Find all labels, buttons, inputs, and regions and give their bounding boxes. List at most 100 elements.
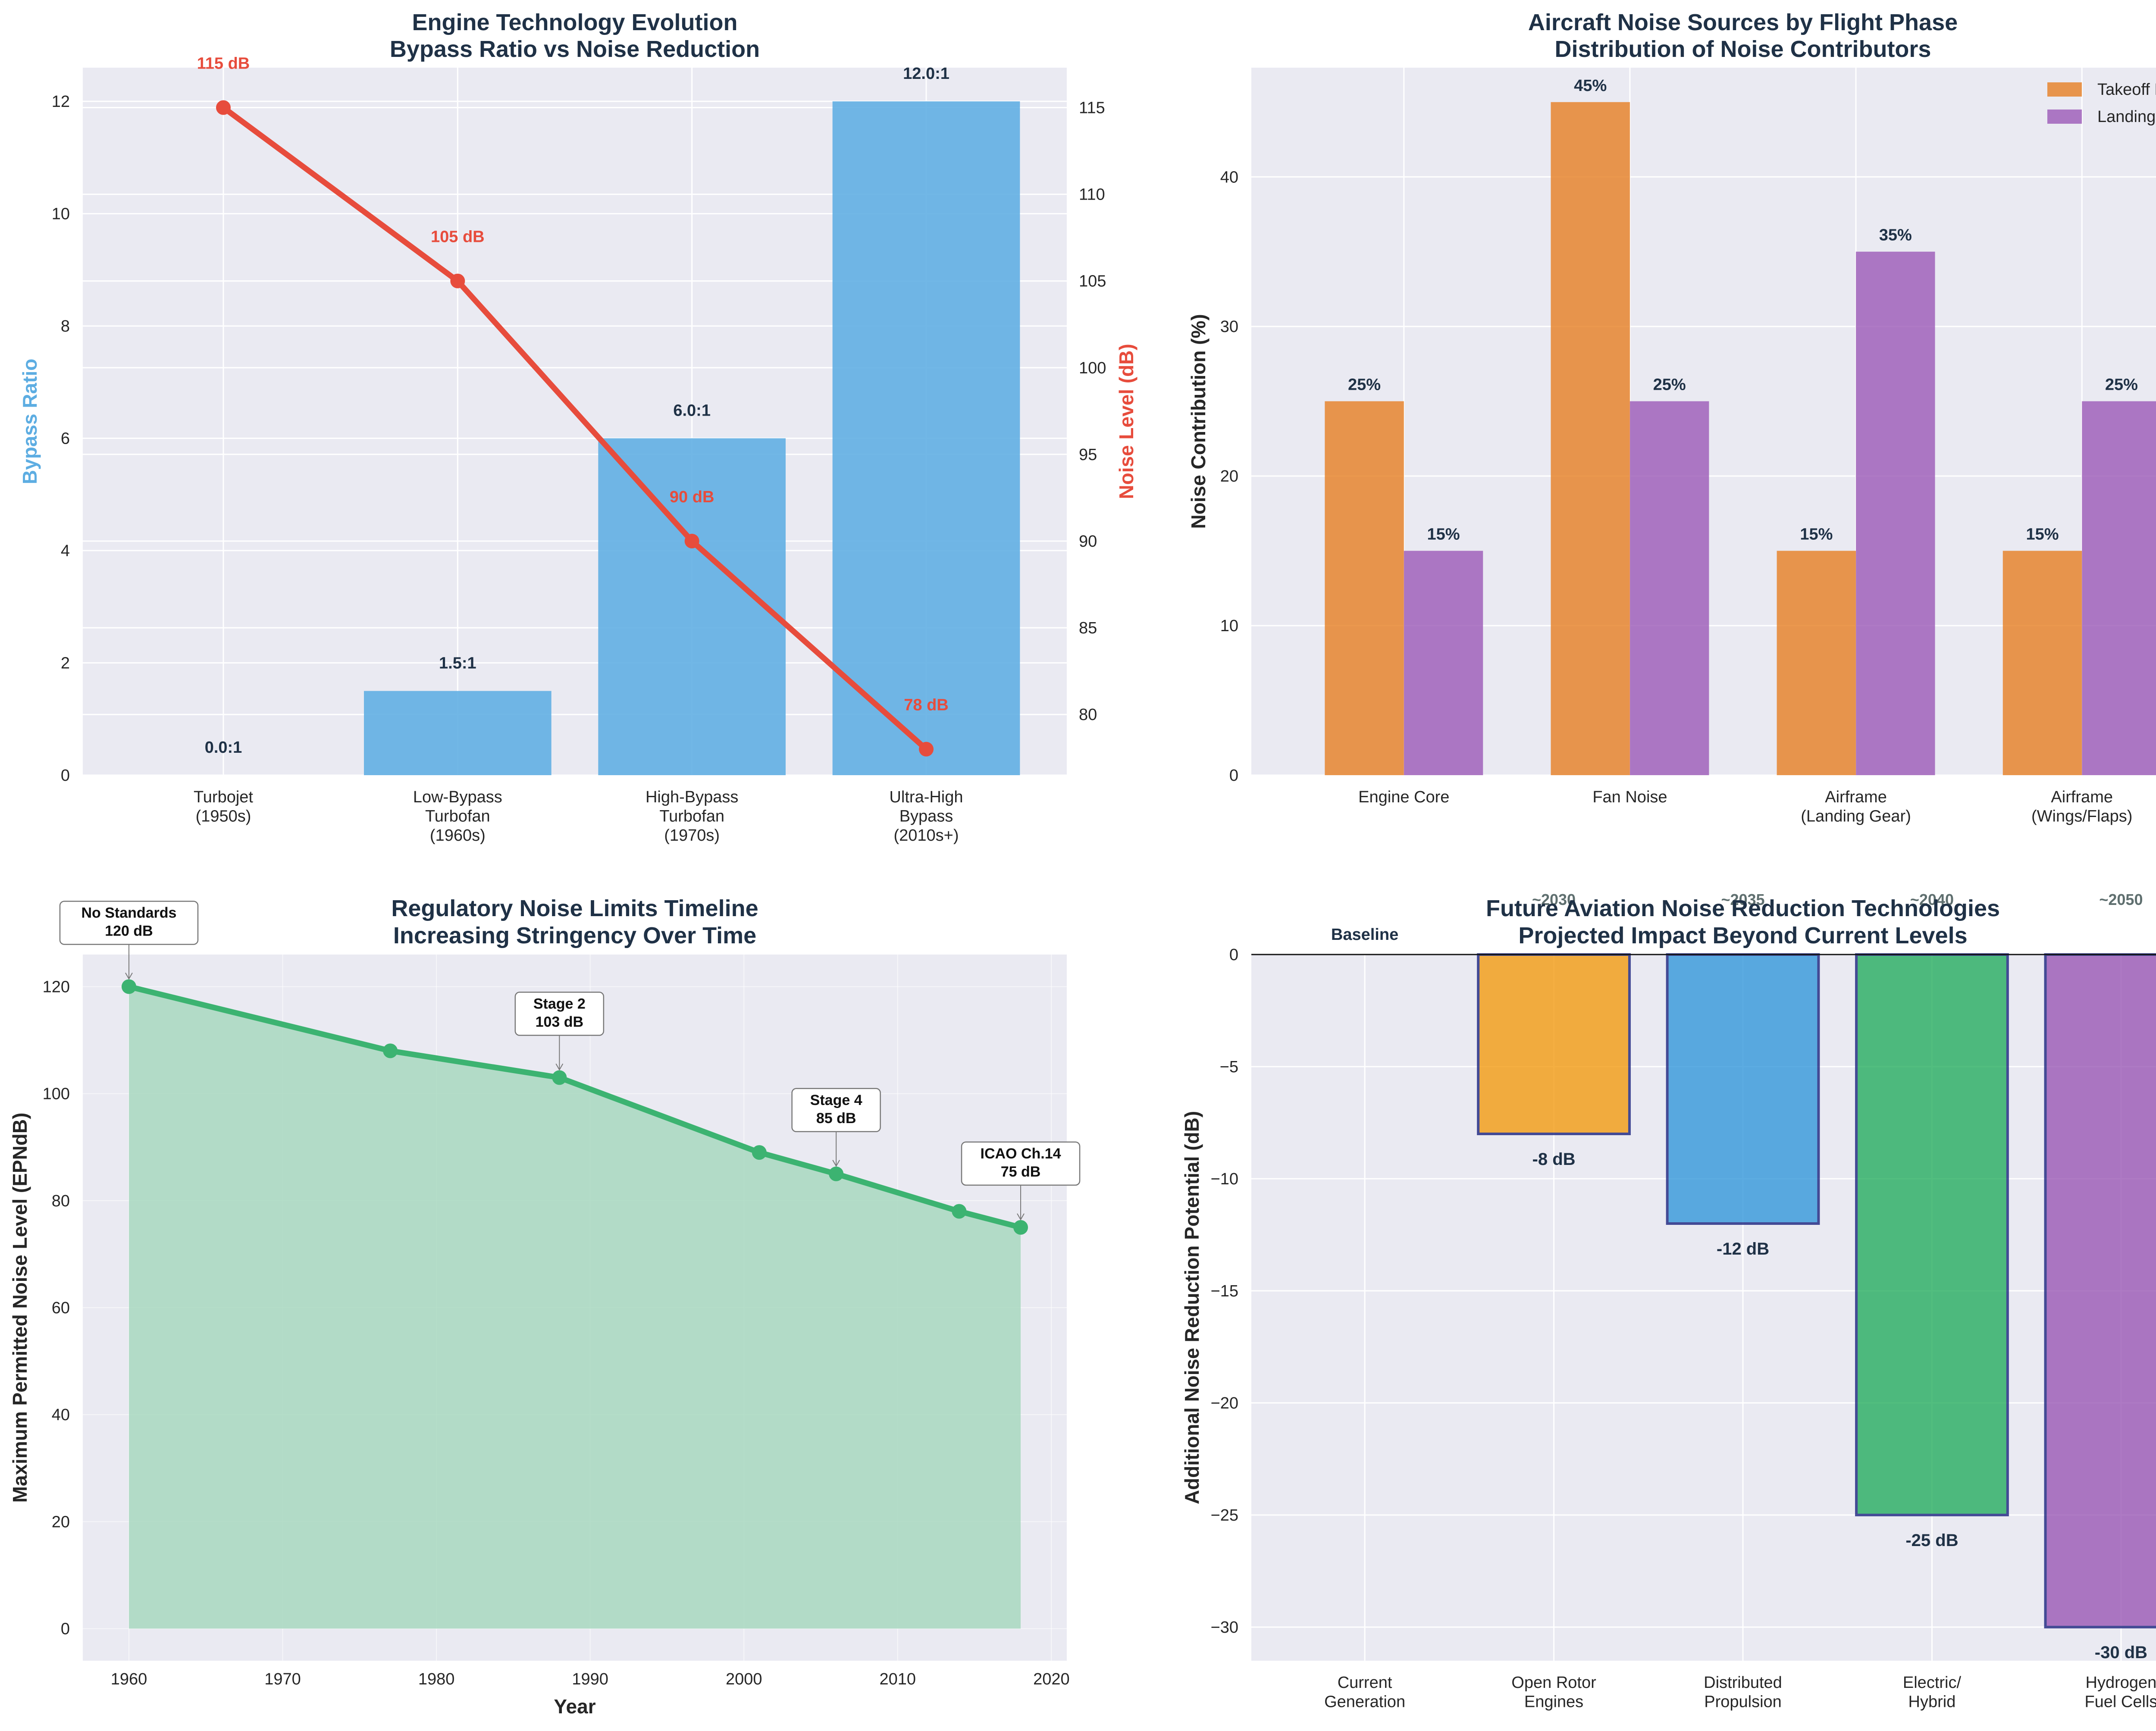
noise-level-point	[684, 534, 699, 549]
bar-value-label-line: 35%	[1879, 226, 1912, 244]
x-tick-label-line: Engines	[1524, 1693, 1583, 1711]
x-tick-label-line: Fuel Cells	[2084, 1693, 2156, 1711]
y-tick-label: 40	[52, 1406, 70, 1424]
bar-value-label-line: 25%	[2105, 376, 2138, 394]
chart-title-line: Regulatory Noise Limits Timeline	[391, 895, 758, 921]
x-tick-label: Ultra-High Bypass (2010s+)	[889, 788, 963, 845]
annotation-box	[961, 1141, 1081, 1186]
legend-label: Landing Phase	[2097, 108, 2156, 126]
y-tick-label: 20	[52, 1513, 70, 1531]
annotation-box	[514, 992, 605, 1036]
chart-subtitle: Projected Impact Beyond Current Levels	[1518, 923, 1967, 948]
annotation-label-line: Stage 4	[810, 1092, 862, 1108]
x-tick-label: Airframe (Wings/Flaps)	[2031, 788, 2132, 825]
x-tick-label-line: (1970s)	[664, 826, 720, 845]
landing-bar	[1404, 551, 1483, 775]
x-tick-label: 1990	[572, 1670, 608, 1688]
y-tick-label-line: 30	[1220, 318, 1238, 336]
noise-limit-point	[752, 1145, 767, 1160]
y2-tick-label-line: 90	[1079, 532, 1097, 551]
x-tick-label: Engine Core	[1358, 788, 1449, 806]
bar-value-label: 25%	[1653, 376, 1686, 394]
chart-title-line: Future Aviation Noise Reduction Technolo…	[1486, 895, 2000, 921]
legend-swatch-landing	[2047, 110, 2082, 124]
y-tick-label: 6	[61, 430, 70, 448]
legend-label-line: Takeoff Phase	[2097, 81, 2156, 99]
x-tick-label-line: 1980	[418, 1670, 455, 1688]
y-tick-label-line: 0	[61, 767, 70, 785]
y-tick-label: 30	[1220, 318, 1238, 336]
noise-limit-area	[128, 986, 1021, 1629]
reduction-bar	[1477, 953, 1631, 1135]
bar-value-label: 35%	[1879, 226, 1912, 244]
y-tick-label-line: 20	[52, 1513, 70, 1531]
y2-tick-label: 115	[1079, 99, 1105, 117]
y-tick-label: −15	[1211, 1282, 1238, 1300]
noise-value-label-line: 90 dB	[670, 488, 714, 506]
bypass-ratio-bar	[598, 438, 786, 775]
annotation-value-line: 75 dB	[1001, 1164, 1041, 1180]
bar-value-label-line: 25%	[1653, 376, 1686, 394]
takeoff-bar	[1551, 102, 1630, 775]
noise-level-point	[450, 273, 465, 288]
y2-tick-label-line: 105	[1079, 272, 1106, 291]
annotation-value-line: 85 dB	[816, 1110, 856, 1127]
bar-value-label-line: 45%	[1574, 77, 1607, 95]
annotation-label-line: No Standards	[81, 905, 176, 921]
takeoff-bar	[2002, 551, 2082, 775]
y-tick-label: −25	[1211, 1506, 1238, 1524]
reduction-bar	[1666, 953, 1820, 1225]
x-tick-label-line: Airframe	[2051, 788, 2113, 806]
x-tick-label: Fan Noise	[1592, 788, 1667, 806]
y2-tick-label-line: 95	[1079, 446, 1097, 464]
bar-value-label-line: 25%	[1348, 376, 1381, 394]
y-tick-label-line: 100	[43, 1085, 70, 1103]
annotation-label: No Standards	[81, 905, 176, 921]
bar-value-label-line: 15%	[1427, 526, 1460, 544]
noise-level-point	[216, 100, 231, 115]
chart-title-line: Aircraft Noise Sources by Flight Phase	[1528, 9, 1958, 35]
bar-value-label: 0.0:1	[205, 739, 242, 757]
x-tick-label: Electric/Hybrid	[1903, 1674, 1962, 1711]
annotation-label: Stage 4	[810, 1092, 862, 1108]
y2-tick-label-line: 100	[1079, 359, 1106, 377]
bar-value-label: 15%	[1800, 526, 1833, 544]
y2-tick-label: 105	[1079, 272, 1106, 291]
y2-tick-label-line: 85	[1079, 619, 1097, 637]
y-tick-label: 10	[52, 205, 70, 223]
y-tick-label-line: 10	[52, 205, 70, 223]
bar-value-label-line: 1.5:1	[439, 654, 476, 673]
bar-value-label: -30 dB	[2095, 1643, 2147, 1662]
x-tick-label: Airframe (Landing Gear)	[1801, 788, 1911, 825]
noise-value-label-line: 115 dB	[197, 55, 250, 73]
bar-value-label: 45%	[1574, 77, 1607, 95]
legend-label: Takeoff Phase	[2097, 81, 2156, 99]
x-tick-label: 2020	[1033, 1670, 1070, 1688]
x-tick-label-line: (Landing Gear)	[1801, 807, 1911, 825]
x-tick-label-line: 2020	[1033, 1670, 1070, 1688]
panel-future-technologies: Baseline -8 dB ~2030 -12 dB ~2035 -25 dB ~2040…	[1181, 891, 2156, 1711]
y-tick-label-line: 120	[43, 978, 70, 996]
chart-subtitle-line: Bypass Ratio vs Noise Reduction	[390, 36, 760, 62]
year-label-line: ~2040	[1910, 891, 1954, 908]
y-tick-label-line: 60	[52, 1299, 70, 1317]
annotation-value: 85 dB	[816, 1110, 856, 1127]
y-tick-label: −10	[1211, 1170, 1238, 1188]
x-tick-label-line: Hydrogen	[2086, 1674, 2156, 1692]
chart-subtitle: Bypass Ratio vs Noise Reduction	[390, 36, 760, 62]
annotation-value: 103 dB	[536, 1014, 584, 1030]
x-tick-label-line: Current	[1338, 1674, 1392, 1692]
y2-tick-label: 95	[1079, 446, 1097, 464]
x-tick-label-line: Airframe	[1825, 788, 1887, 806]
x-tick-label: 2000	[726, 1670, 762, 1688]
annotation-box	[791, 1088, 881, 1133]
x-tick-label: Open Rotor Engines	[1511, 1674, 1596, 1711]
y-tick-label-line: 80	[52, 1192, 70, 1210]
y-tick-label-line: 40	[52, 1406, 70, 1424]
noise-value-label: 90 dB	[670, 488, 714, 506]
noise-level-point	[919, 742, 934, 757]
x-tick-label-line: 1960	[111, 1670, 147, 1688]
y-tick-label: 40	[1220, 168, 1238, 186]
y-tick-label: 0	[61, 767, 70, 785]
legend-swatch-takeoff	[2047, 82, 2082, 97]
